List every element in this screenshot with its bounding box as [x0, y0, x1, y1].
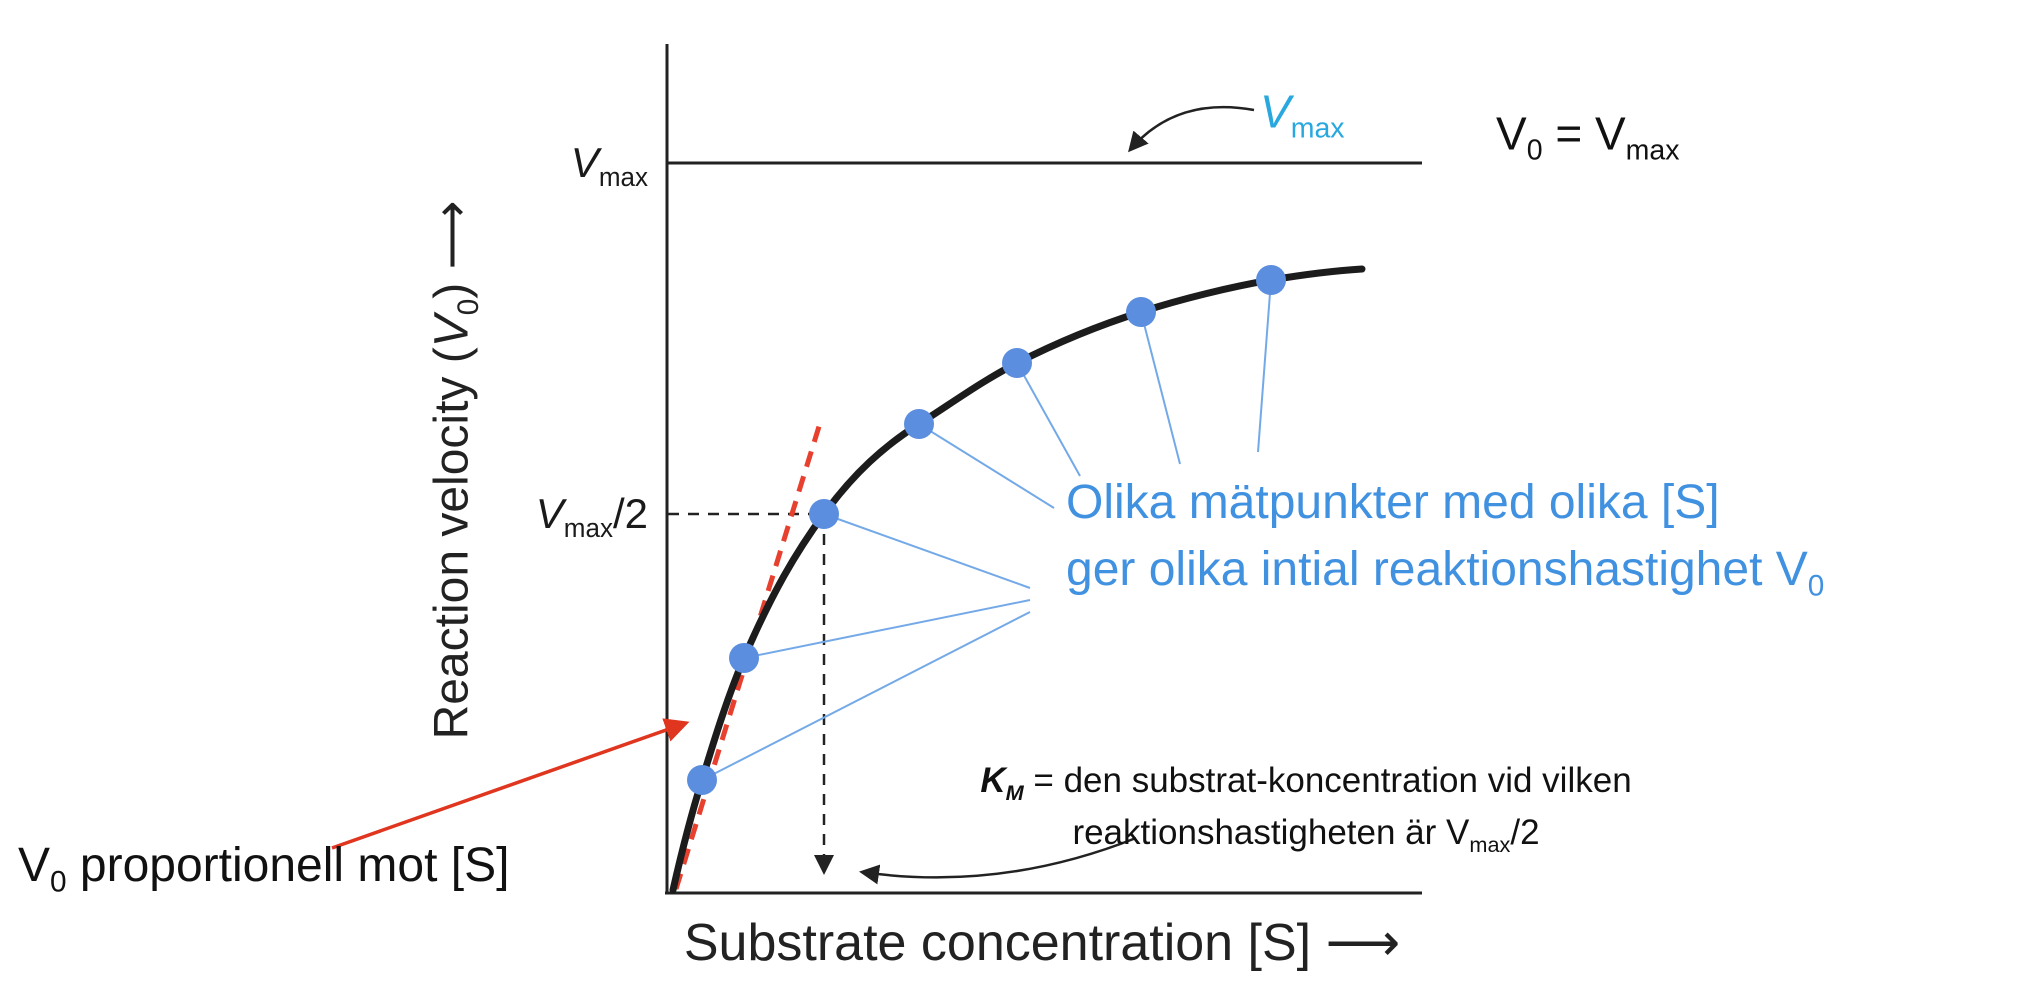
y-axis-arrow: ⟶: [425, 200, 479, 283]
y-axis-v0-sub: 0: [452, 298, 485, 316]
vmax-half-sub: max: [563, 513, 613, 544]
callout-line: [1016, 362, 1081, 477]
point-callout-lines: [701, 279, 1272, 781]
prop-note-text: proportionell mot [S]: [66, 839, 510, 892]
km-note-line2: reaktionshastigheten är Vmax/2: [980, 807, 1631, 859]
km-var: K: [980, 761, 1006, 800]
data-point: [809, 499, 839, 529]
measurement-note-v0-var: V: [1775, 543, 1808, 596]
callout-line: [823, 513, 1031, 589]
eq-sign: =: [1542, 107, 1595, 160]
km-note-line2-suffix: /2: [1510, 813, 1540, 852]
km-sub: M: [1005, 780, 1024, 805]
data-point: [729, 643, 759, 673]
measurement-points-note: Olika mätpunkter med olika [S] ger olika…: [1066, 469, 1824, 603]
prop-v0-sub: 0: [50, 865, 67, 899]
x-axis-arrow: ⟶: [1311, 914, 1401, 972]
km-note-vmax-var: V: [1446, 813, 1470, 852]
km-note-vmax-sub: max: [1469, 832, 1511, 857]
km-guides: [668, 512, 834, 875]
eq-vmax-sub: max: [1625, 134, 1680, 167]
callout-line: [743, 599, 1031, 659]
measurement-note-line2-text: ger olika intial reaktionshastighet: [1066, 543, 1776, 596]
vmax-callout-arrow: [1128, 105, 1255, 153]
y-axis-title-pre: Reaction velocity (: [425, 347, 479, 740]
data-point: [687, 765, 717, 795]
callout-line: [701, 611, 1031, 781]
callout-line: [1140, 311, 1181, 465]
data-points: [687, 265, 1286, 795]
vmax-half-tick-label: Vmax/2: [535, 489, 648, 541]
y-axis-title: Reaction velocity (V0) ⟶: [424, 200, 485, 740]
data-point: [1256, 265, 1286, 295]
y-axis-title-post: ): [425, 282, 479, 299]
proportionality-note: V0 proportionell mot [S]: [18, 838, 510, 897]
vmax-half-var: V: [535, 489, 564, 537]
vmax-sub: max: [598, 162, 648, 193]
v0-equals-vmax-label: V0 = Vmax: [1496, 107, 1680, 165]
measurement-note-line1: Olika mätpunkter med olika [S]: [1066, 476, 1720, 529]
callout-line: [918, 423, 1055, 509]
callout-line: [1257, 279, 1272, 453]
eq-v0-var: V: [1496, 107, 1527, 160]
data-point: [904, 409, 934, 439]
prop-v0-var: V: [18, 839, 51, 892]
proportionality-arrow: [331, 718, 690, 850]
vmax-callout-var: V: [1260, 85, 1291, 138]
eq-vmax-var: V: [1594, 107, 1626, 160]
data-point: [1002, 348, 1032, 378]
data-point: [1126, 297, 1156, 327]
measurement-note-v0-sub: 0: [1807, 569, 1825, 603]
measurement-note-line2: ger olika intial reaktionshastighet V0: [1066, 536, 1824, 603]
y-axis-v0-var: V: [425, 315, 479, 348]
vmax-callout-sub: max: [1290, 112, 1345, 145]
x-axis-title: Substrate concentration [S] ⟶: [684, 914, 1400, 974]
vmax-var: V: [570, 138, 599, 186]
km-note-line1: KM = den substrat-koncentration vid vilk…: [980, 755, 1631, 807]
axes: [665, 44, 1422, 895]
km-note-line1-text: = den substrat-koncentration vid vilken: [1023, 761, 1632, 800]
eq-v0-sub: 0: [1526, 134, 1543, 167]
vmax-tick-label: Vmax: [570, 138, 648, 190]
km-note-line2-text: reaktionshastigheten är: [1072, 813, 1447, 852]
vmax-callout-label: Vmax: [1260, 85, 1345, 143]
km-callout-arrow: [859, 836, 1137, 885]
x-axis-title-text: Substrate concentration [S]: [683, 914, 1312, 972]
km-definition-note: KM = den substrat-koncentration vid vilk…: [980, 755, 1631, 859]
vmax-half-suffix: /2: [612, 489, 648, 537]
